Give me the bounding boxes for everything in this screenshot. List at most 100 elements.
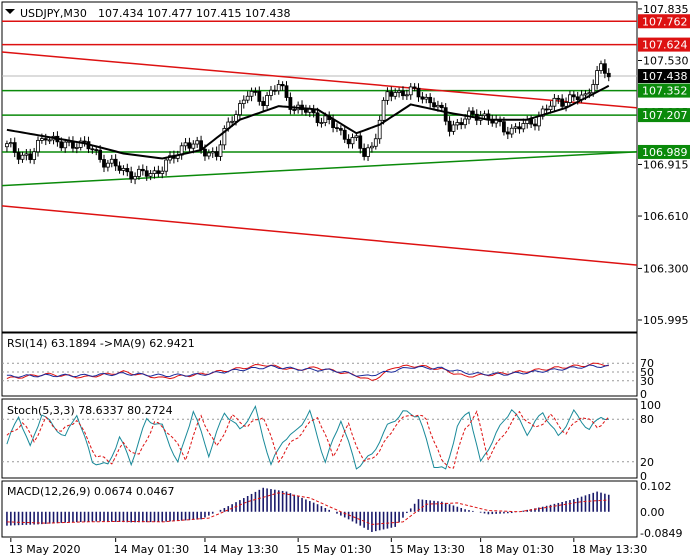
candle (214, 146, 219, 161)
time-tick-label: 15 May 13:30 (389, 543, 464, 556)
stoch-title: Stoch(5,3,3) 78.6337 80.2724 (7, 404, 173, 417)
price-tick-label: 107.530 (643, 54, 689, 67)
candle (509, 124, 514, 138)
candle (125, 163, 130, 177)
candle (602, 59, 607, 79)
candle (447, 116, 452, 137)
candle (401, 86, 405, 100)
price-tick-label: 106.915 (643, 158, 689, 171)
candle (397, 87, 401, 98)
candle (36, 136, 40, 157)
candle (373, 133, 378, 150)
candle (451, 120, 456, 135)
candle (28, 148, 33, 164)
candle (90, 145, 95, 154)
price-badge: 107.624 (638, 37, 690, 52)
candle (443, 103, 448, 126)
candle (218, 140, 223, 161)
candle (358, 130, 363, 154)
candle (16, 148, 21, 165)
candle (408, 83, 413, 100)
candle (564, 97, 568, 112)
candle (78, 137, 83, 151)
candle (288, 92, 293, 115)
candle (156, 165, 161, 178)
price-badge: 107.207 (638, 108, 690, 123)
indicator-tick-label: 100 (640, 399, 661, 412)
ohlc-values: 107.434 107.477 107.415 107.438 (98, 7, 290, 20)
candle (556, 95, 561, 104)
candle (82, 136, 87, 147)
candle (304, 104, 308, 116)
candle (342, 125, 347, 144)
candle (144, 165, 149, 181)
indicator-tick-label: 30 (640, 375, 654, 388)
candle (482, 110, 487, 120)
candle (265, 92, 269, 109)
candle (269, 85, 273, 101)
time-tick-label: 14 May 13:30 (203, 543, 278, 556)
price-badge: 106.989 (638, 144, 690, 159)
candle (486, 109, 491, 125)
candle (206, 149, 211, 160)
candle (133, 172, 137, 185)
candle (5, 140, 9, 152)
svg-text:107.207: 107.207 (642, 109, 688, 122)
candle (71, 136, 75, 153)
candle (241, 95, 246, 109)
candle (370, 142, 374, 153)
candle (183, 138, 188, 151)
candle (346, 134, 351, 149)
trendline (1, 51, 638, 109)
candle (389, 86, 394, 102)
candle (404, 89, 409, 100)
price-tick-label: 105.995 (643, 314, 689, 327)
candle (412, 83, 417, 92)
candle (571, 91, 576, 102)
candle (595, 65, 600, 90)
candle (490, 114, 495, 127)
candle (362, 143, 367, 161)
rsi-line (6, 364, 609, 378)
candle (568, 90, 572, 107)
candle (525, 115, 530, 129)
pane-frame (1, 480, 638, 538)
candle (533, 119, 537, 131)
indicator-tick-label: 20 (640, 456, 654, 469)
dropdown-triangle-icon[interactable] (5, 9, 15, 14)
candle (350, 133, 355, 149)
candle (420, 92, 425, 104)
pane-frame (1, 398, 638, 479)
candle (137, 165, 141, 180)
candle (428, 93, 433, 108)
candle (160, 166, 165, 179)
candle (238, 100, 242, 119)
candle (253, 87, 258, 96)
candle (424, 93, 429, 104)
time-tick-label: 13 May 2020 (9, 543, 81, 556)
pane-frame (1, 332, 638, 397)
candle (32, 147, 37, 165)
candle (129, 166, 134, 184)
candle (152, 166, 157, 179)
candle (113, 154, 118, 171)
candle (74, 143, 79, 154)
time-tick-label: 14 May 01:30 (114, 543, 189, 556)
price-badge: 107.762 (638, 14, 690, 29)
candle (257, 86, 262, 106)
candle (245, 91, 250, 104)
candle (148, 169, 153, 181)
candle (63, 138, 68, 153)
candle (164, 156, 169, 176)
candle (272, 85, 277, 96)
candle (187, 137, 192, 152)
candle (249, 87, 254, 102)
macd-tick-label: 0.00 (640, 506, 665, 519)
candle (459, 117, 464, 130)
candle (319, 117, 324, 128)
candle (366, 144, 370, 161)
candle (505, 126, 510, 140)
indicator-tick-label: 70 (640, 357, 654, 370)
